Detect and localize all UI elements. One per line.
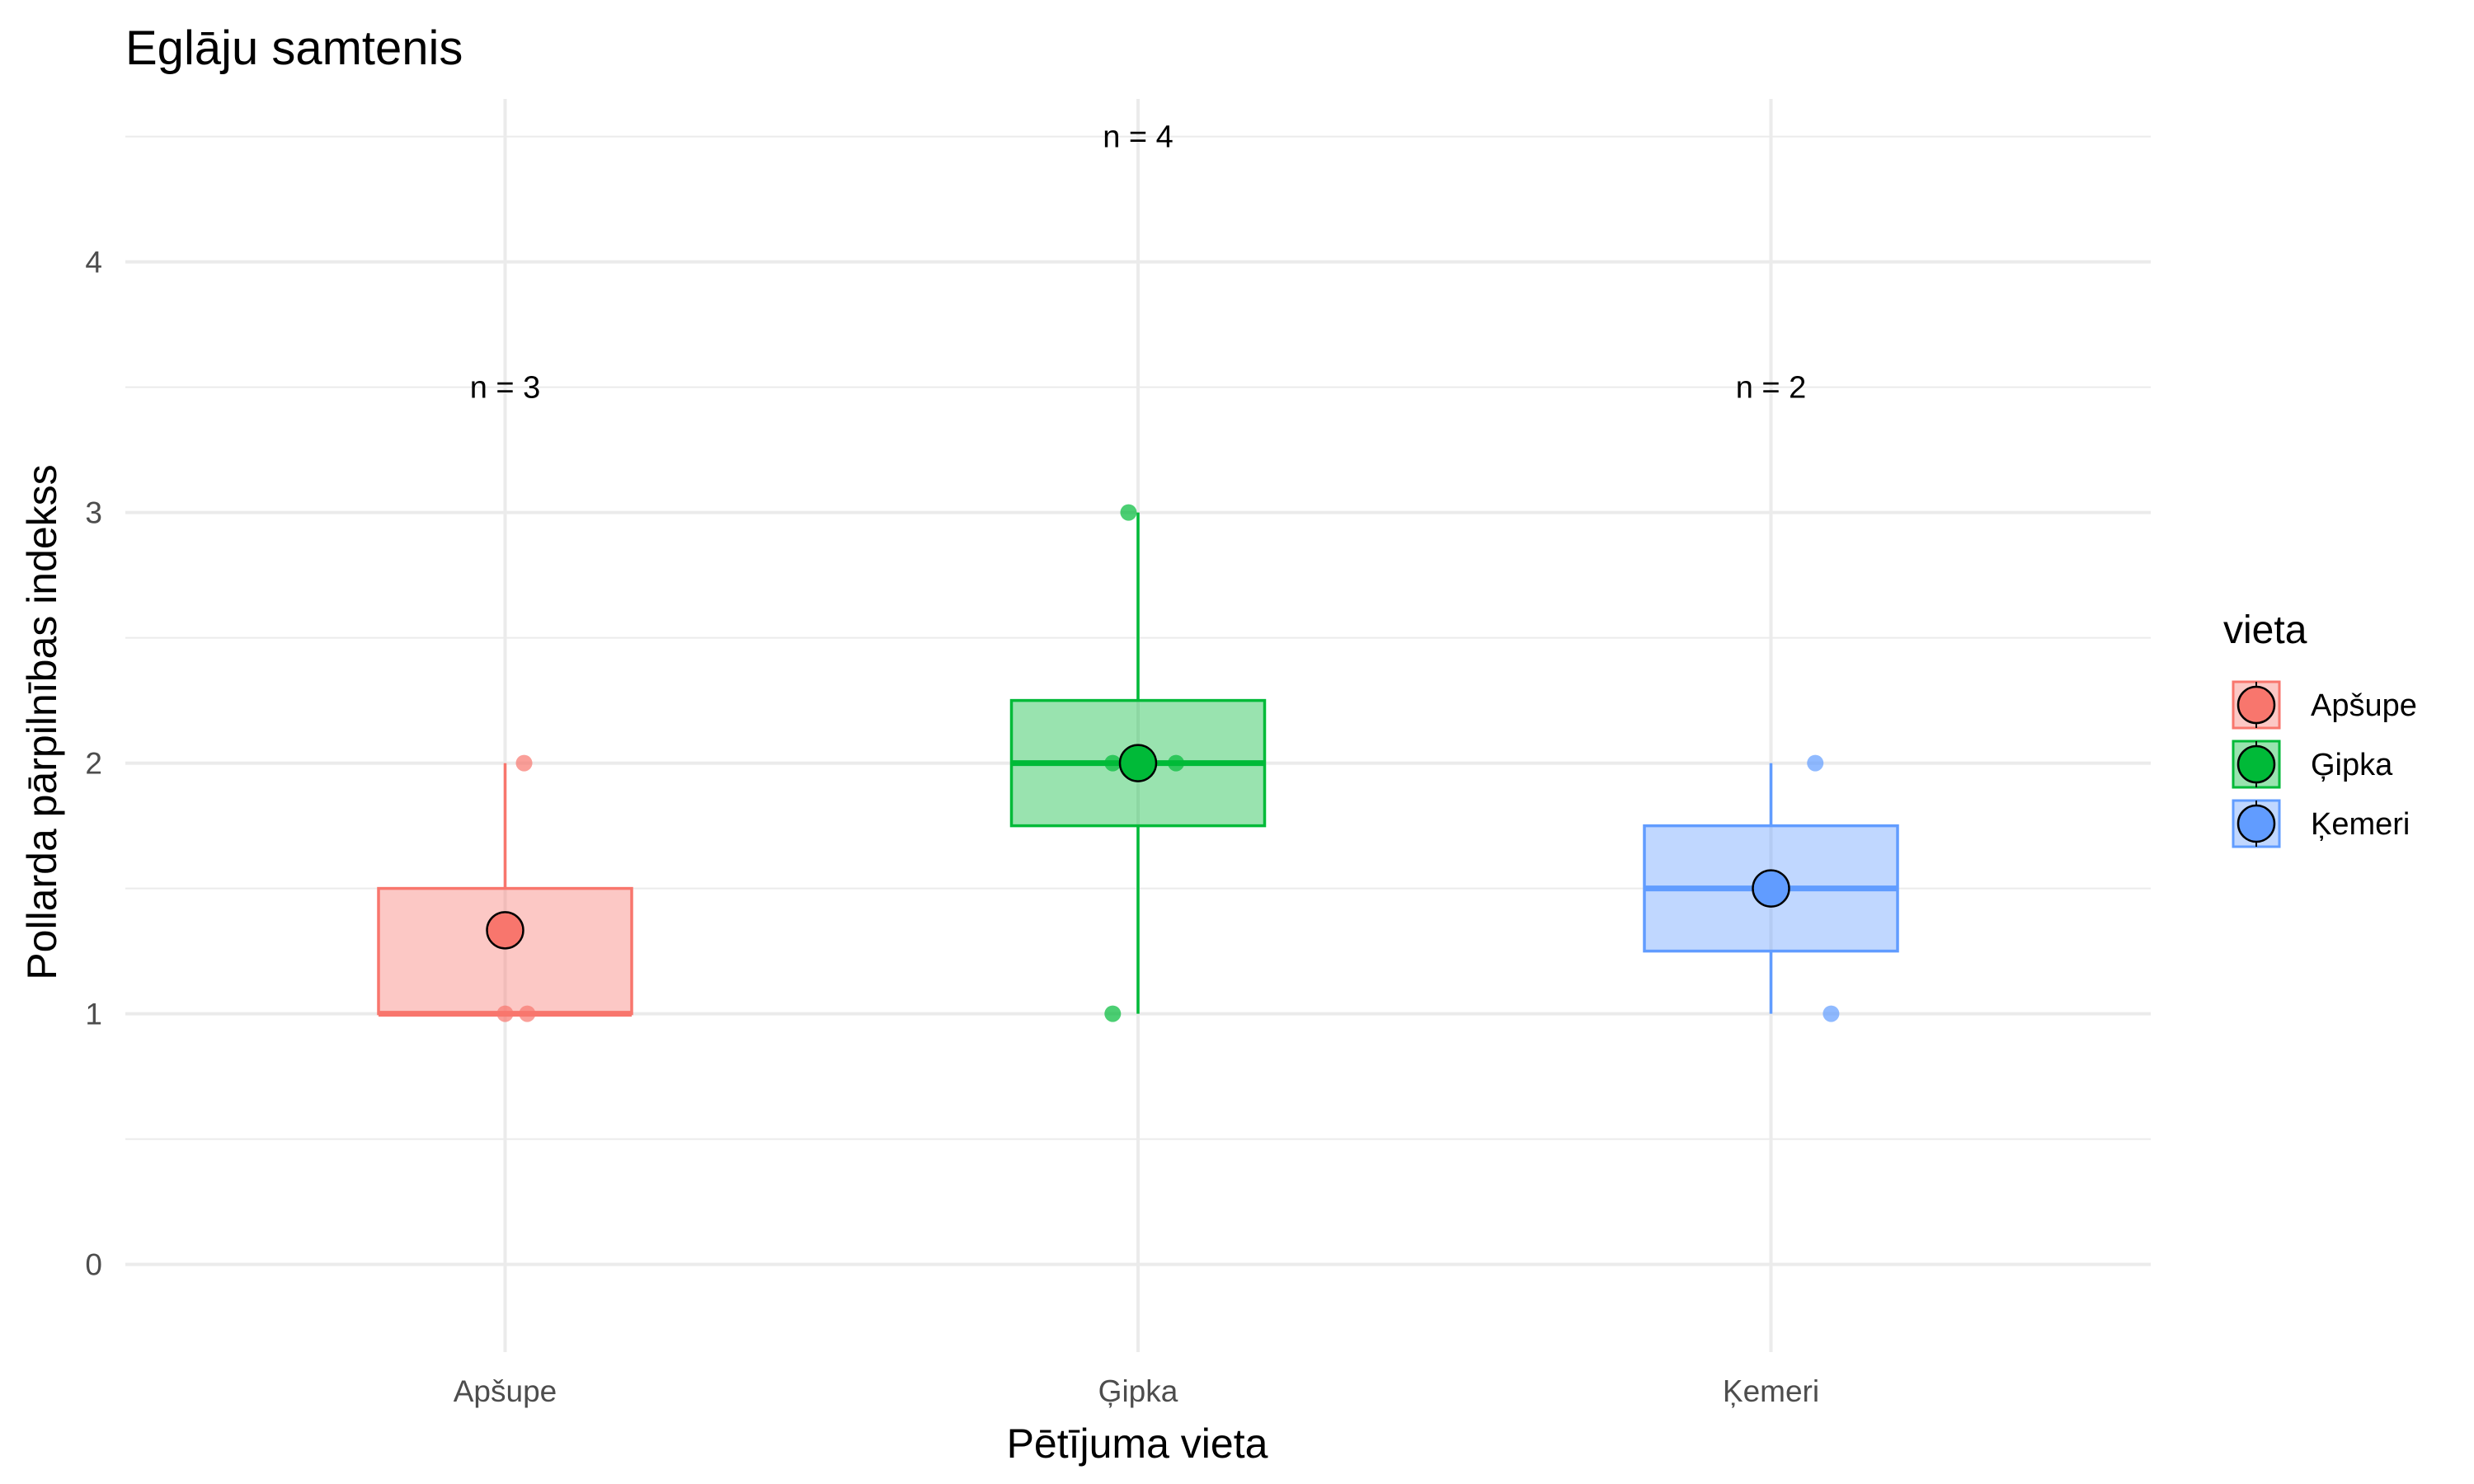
data-point (1168, 754, 1185, 772)
data-point (1823, 1005, 1840, 1022)
n-label: n = 2 (1736, 371, 1807, 406)
y-tick-label: 0 (85, 1248, 102, 1282)
mean-point (486, 911, 524, 950)
y-tick-label: 1 (85, 998, 102, 1031)
y-tick-label: 2 (85, 747, 102, 781)
legend: vieta Apšupe Ģipka Ķemeri (2223, 608, 2417, 848)
data-point (1104, 1005, 1122, 1022)
n-label: n = 3 (470, 371, 541, 406)
box-group: n = 3 (377, 371, 633, 1022)
legend-label: Ģipka (2311, 748, 2393, 782)
chart-title: Eglāju samtenis (125, 21, 463, 75)
data-point (515, 754, 533, 772)
mean-point (1118, 744, 1158, 782)
legend-key-point (2236, 744, 2276, 784)
x-tick-label: Apšupe (454, 1374, 557, 1408)
marks-layer: n = 3 n = 4 n = 2 (377, 120, 1899, 1022)
data-point (1120, 504, 1137, 521)
legend-label: Apšupe (2311, 688, 2417, 723)
legend-item: Ķemeri (2232, 799, 2410, 848)
legend-key-point (2236, 804, 2276, 843)
box-group: n = 2 (1643, 371, 1899, 1022)
legend-key-point (2236, 685, 2276, 725)
data-point (1807, 754, 1824, 772)
data-point (1104, 754, 1122, 772)
x-axis-title: Pētījuma vieta (1007, 1421, 1268, 1467)
x-tick-label: Ģipka (1098, 1374, 1178, 1408)
box-group: n = 4 (1009, 120, 1267, 1022)
data-point (519, 1005, 536, 1022)
legend-title: vieta (2223, 608, 2307, 652)
legend-item: Ģipka (2232, 740, 2393, 789)
mean-point (1752, 869, 1790, 908)
legend-label: Ķemeri (2311, 807, 2410, 842)
legend-item: Apšupe (2232, 680, 2417, 730)
y-tick-label: 4 (85, 246, 102, 279)
n-label: n = 4 (1103, 120, 1174, 155)
y-tick-label: 3 (85, 496, 102, 530)
data-point (496, 1005, 514, 1022)
box (377, 886, 633, 1016)
x-tick-label: Ķemeri (1723, 1374, 1819, 1408)
y-axis-title: Pollarda pārpilnības indekss (19, 464, 65, 979)
